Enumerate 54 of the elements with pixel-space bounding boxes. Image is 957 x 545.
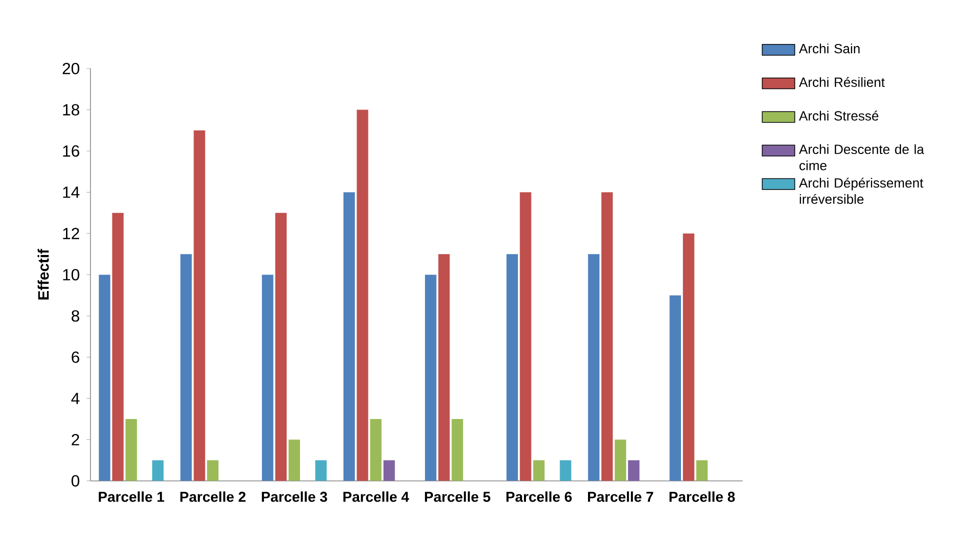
bar bbox=[370, 419, 382, 482]
y-tick-label: 10 bbox=[63, 269, 80, 281]
y-tick-label: 2 bbox=[72, 434, 80, 446]
y-tick-label: 8 bbox=[72, 310, 80, 322]
bar bbox=[98, 274, 110, 482]
bar bbox=[152, 460, 164, 482]
x-tick-label: Parcelle 6 bbox=[506, 492, 572, 502]
bar bbox=[670, 295, 681, 482]
bar bbox=[520, 192, 532, 482]
y-tick-label: 14 bbox=[63, 186, 80, 198]
bar bbox=[533, 460, 545, 482]
bar bbox=[560, 460, 572, 482]
bar bbox=[614, 440, 626, 482]
legend-label: Archi Descente de la cime bbox=[798, 144, 924, 170]
legend-label: Archi Stressé bbox=[798, 110, 878, 121]
y-tick-label: 12 bbox=[63, 228, 80, 240]
x-tick-label: Parcelle 3 bbox=[262, 492, 328, 502]
bar bbox=[424, 274, 436, 482]
bar bbox=[180, 254, 192, 482]
bar bbox=[262, 274, 274, 482]
x-tick-label: Parcelle 1 bbox=[98, 492, 164, 502]
bar bbox=[601, 192, 613, 482]
bar bbox=[356, 110, 368, 482]
legend-label: Archi Dépérissement irréversible bbox=[798, 178, 924, 204]
x-tick-label: Parcelle 2 bbox=[180, 492, 246, 502]
y-tick-label: 4 bbox=[71, 392, 80, 404]
y-tick-label: 0 bbox=[72, 475, 80, 487]
y-axis-title: Effectif bbox=[38, 249, 49, 300]
bar bbox=[207, 460, 218, 482]
bar bbox=[343, 192, 355, 482]
y-tick-label: 18 bbox=[63, 104, 80, 116]
bar bbox=[288, 440, 300, 482]
bar bbox=[506, 254, 518, 482]
legend-label: Archi Sain bbox=[798, 44, 860, 54]
x-tick-label: Parcelle 7 bbox=[588, 492, 654, 502]
bar bbox=[275, 213, 287, 482]
bar bbox=[438, 254, 450, 482]
bar bbox=[588, 254, 600, 482]
y-tick-label: 20 bbox=[62, 63, 80, 74]
x-tick-label: Parcelle 8 bbox=[670, 492, 735, 502]
bar bbox=[682, 234, 694, 482]
bar bbox=[194, 130, 206, 482]
bar bbox=[112, 213, 124, 482]
bar bbox=[452, 419, 464, 482]
x-tick-label: Parcelle 5 bbox=[424, 492, 490, 502]
x-tick-label: Parcelle 4 bbox=[343, 492, 410, 502]
bar bbox=[696, 460, 708, 482]
bar bbox=[126, 419, 137, 482]
legend-label: Archi Résilient bbox=[798, 77, 885, 88]
bar bbox=[315, 460, 327, 482]
bar bbox=[628, 460, 640, 482]
y-tick-label: 16 bbox=[63, 145, 80, 157]
y-tick-label: 6 bbox=[72, 352, 80, 364]
bar bbox=[383, 460, 395, 482]
